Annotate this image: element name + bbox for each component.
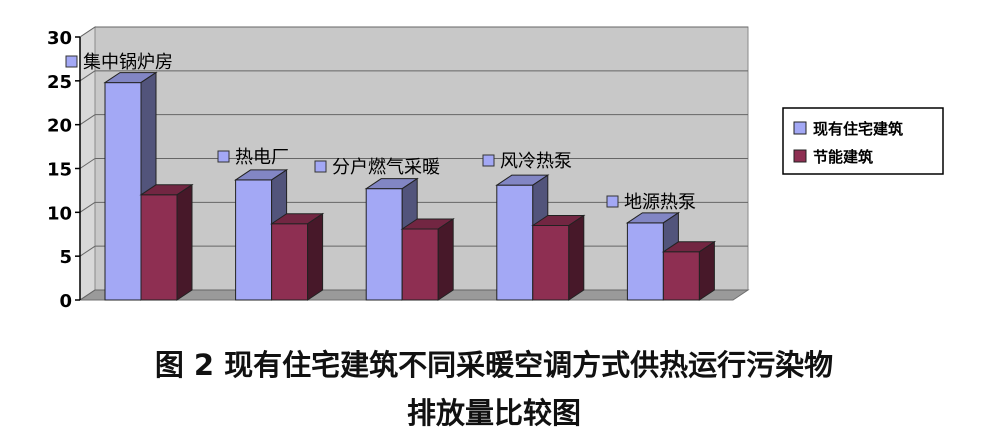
bar-front xyxy=(532,224,570,301)
legend-label: 现有住宅建筑 xyxy=(813,120,903,138)
category-label: 分户燃气采暖 xyxy=(332,157,440,178)
gridline-side xyxy=(79,26,96,38)
bars xyxy=(103,71,717,301)
category-marker xyxy=(65,55,78,68)
category-marker xyxy=(217,150,230,163)
category-marker xyxy=(606,195,619,208)
category-label: 地源热泵 xyxy=(624,192,696,213)
y-tick-label: 0 xyxy=(59,291,72,312)
y-tick-label: 5 xyxy=(59,247,72,268)
y-axis: 0 5 10 15 20 25 30 xyxy=(47,28,81,312)
bar-side xyxy=(437,218,454,301)
gridline-side xyxy=(79,70,96,82)
bar-front xyxy=(271,223,309,301)
y-tick-label: 10 xyxy=(47,203,72,224)
figure-caption-line1: 图 2 现有住宅建筑不同采暖空调方式供热运行污染物 xyxy=(154,348,834,382)
bar-side xyxy=(176,183,193,301)
bar xyxy=(661,240,717,301)
bar-side xyxy=(568,214,585,301)
bar-front xyxy=(496,184,534,301)
category-label: 集中锅炉房 xyxy=(83,52,173,73)
legend-swatch xyxy=(793,121,807,135)
category-label: 热电厂 xyxy=(235,147,289,168)
legend-label: 节能建筑 xyxy=(813,148,873,166)
y-tick-label: 30 xyxy=(47,28,72,49)
category-marker xyxy=(314,160,327,173)
bar-side xyxy=(307,212,324,301)
bar xyxy=(139,183,194,301)
gridline-side xyxy=(79,289,96,301)
bar-front xyxy=(662,251,700,301)
y-tick-label: 25 xyxy=(47,72,72,93)
bar xyxy=(400,218,455,301)
bar xyxy=(269,212,325,301)
legend-swatch xyxy=(793,149,807,163)
gridline-side xyxy=(79,158,96,169)
bar-front xyxy=(401,228,439,301)
gridline-side xyxy=(79,114,96,126)
bar-front xyxy=(626,222,664,301)
gridline-side xyxy=(79,245,96,257)
y-tick-label: 15 xyxy=(47,160,72,181)
category-marker xyxy=(482,154,495,167)
bar-front xyxy=(140,194,178,301)
bar-side xyxy=(698,240,715,301)
gridline-side xyxy=(79,201,96,213)
category-label: 风冷热泵 xyxy=(500,151,572,172)
bar-front xyxy=(104,82,142,301)
bar-front xyxy=(365,188,403,301)
bar-front xyxy=(235,179,273,301)
bar xyxy=(103,71,158,301)
y-tick-label: 20 xyxy=(47,116,72,137)
legend-box xyxy=(782,107,944,175)
bar xyxy=(531,214,586,301)
figure-caption-line2: 排放量比较图 xyxy=(406,396,581,430)
